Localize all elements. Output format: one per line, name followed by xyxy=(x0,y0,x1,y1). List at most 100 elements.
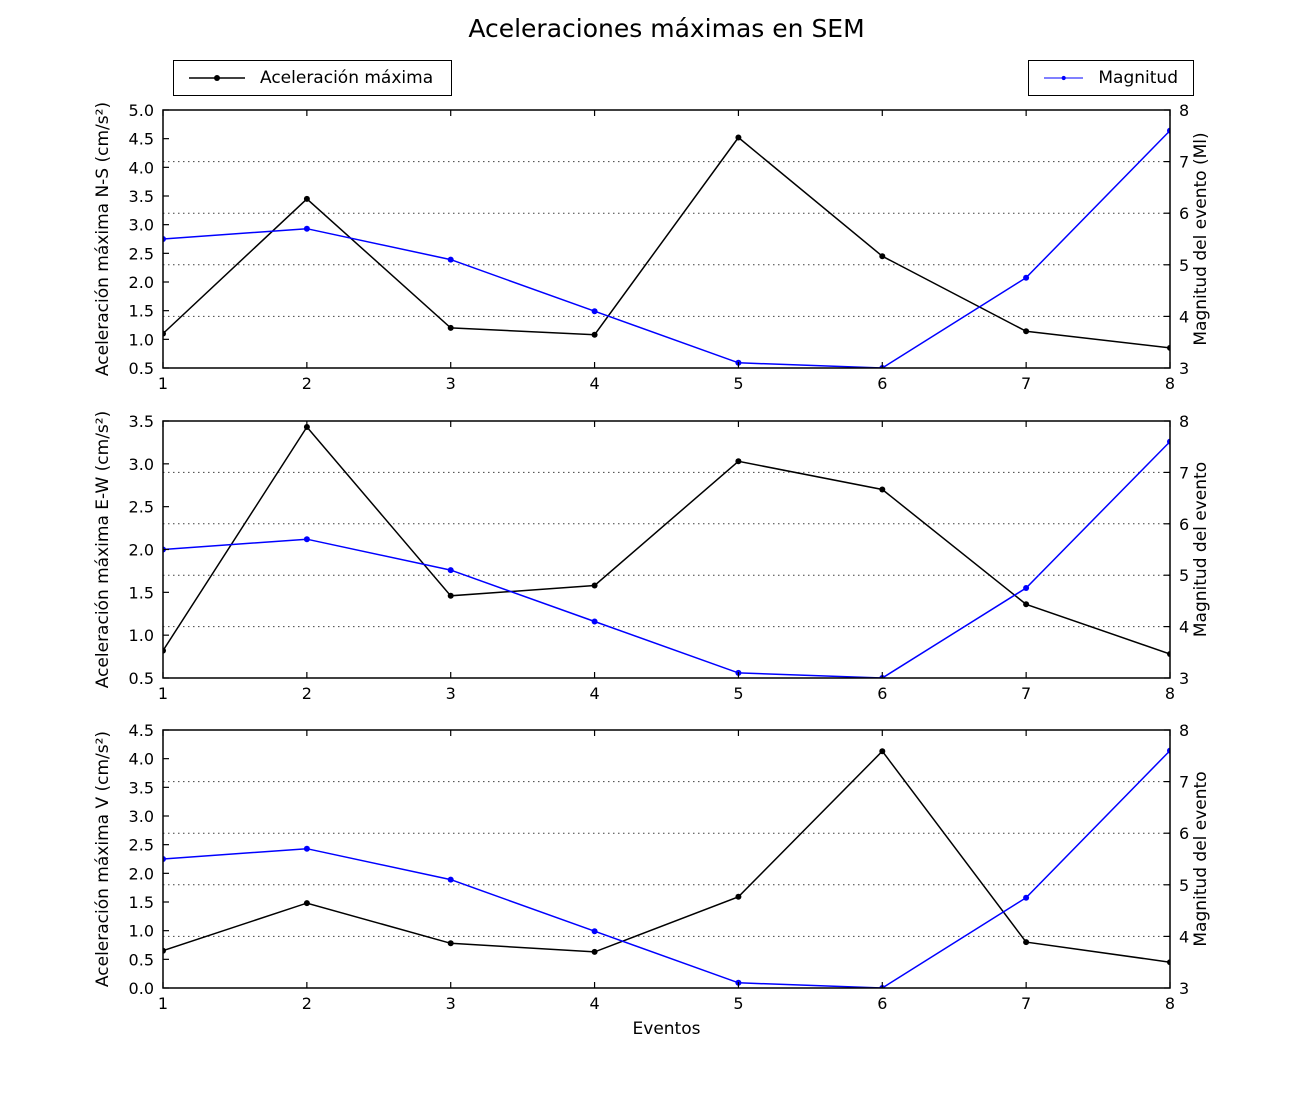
data-point xyxy=(303,225,310,232)
x-tick-label: 1 xyxy=(158,684,168,703)
acceleration-line xyxy=(163,750,1170,963)
acceleration-line xyxy=(163,425,1170,655)
axes-frame xyxy=(162,109,1171,369)
y-tick-label-left: 3.5 xyxy=(129,187,154,206)
y-tick-label-left: 3.0 xyxy=(129,216,154,235)
legend-sample-marker-icon xyxy=(1061,75,1066,81)
legend-magnitud: Magnitud xyxy=(1028,60,1194,96)
x-tick-label: 7 xyxy=(1021,684,1031,703)
y-tick-label-left: 3.0 xyxy=(129,807,154,826)
data-point xyxy=(1023,328,1030,335)
data-point xyxy=(447,940,454,947)
data-point xyxy=(879,486,886,493)
x-tick-label: 2 xyxy=(302,994,312,1013)
x-tick-label: 1 xyxy=(158,994,168,1013)
y-tick-label-right: 8 xyxy=(1179,721,1189,740)
y-tick-label-left: 1.5 xyxy=(129,893,154,912)
y-tick-label-left: 1.0 xyxy=(129,330,154,349)
series-group xyxy=(163,127,1170,368)
data-point xyxy=(447,567,454,574)
series-group xyxy=(163,424,1170,678)
x-tick-label: 3 xyxy=(446,994,456,1013)
data-point xyxy=(591,308,598,315)
x-tick-label: 3 xyxy=(446,684,456,703)
x-tick-label: 6 xyxy=(877,374,887,393)
y-tick-label-right: 8 xyxy=(1179,101,1189,120)
data-point xyxy=(735,458,742,465)
y-tick-label-left: 4.5 xyxy=(129,721,154,740)
x-tick-label: 6 xyxy=(877,684,887,703)
y-tick-label-left: 0.5 xyxy=(129,669,154,688)
data-point xyxy=(1023,939,1030,946)
y-tick-label-left: 4.0 xyxy=(129,158,154,177)
plot-area xyxy=(163,110,1170,368)
y-tick-label-left: 2.5 xyxy=(129,498,154,517)
data-point xyxy=(735,893,742,900)
y-tick-label-left: 1.5 xyxy=(129,302,154,321)
y-tick-label-left: 1.0 xyxy=(129,626,154,645)
legend-sample-marker-icon xyxy=(214,75,220,81)
y-axis-label-right: Magnitud del evento xyxy=(1191,462,1211,637)
y-tick-label-right: 4 xyxy=(1179,618,1189,637)
y-tick-label-right: 6 xyxy=(1179,204,1189,223)
x-tick-label: 3 xyxy=(446,374,456,393)
legend-aceleracion-maxima: Aceleración máxima xyxy=(173,60,452,96)
y-tick-label-left: 2.5 xyxy=(129,836,154,855)
x-axis-label: Eventos xyxy=(633,1019,701,1039)
subplot-3: 0.0 0.5 1.0 1.5 2.0 2.5 3.0 3.5 4.0 4.5 3 4 5 6 7 8 1 2 3 4… xyxy=(93,721,1211,1013)
x-tick-label: 2 xyxy=(302,684,312,703)
data-point xyxy=(303,900,310,907)
x-tick-label: 5 xyxy=(733,374,743,393)
legend-line-sample-blue xyxy=(1044,75,1084,81)
y-tick-label-left: 1.0 xyxy=(129,922,154,941)
data-point xyxy=(591,928,598,935)
y-tick-label-left: 3.5 xyxy=(129,412,154,431)
x-tick-label: 8 xyxy=(1165,374,1175,393)
y-tick-label-left: 3.5 xyxy=(129,778,154,797)
y-tick-label-left: 1.5 xyxy=(129,583,154,602)
y-tick-label-right: 3 xyxy=(1179,979,1189,998)
y-tick-label-right: 7 xyxy=(1179,463,1189,482)
data-point xyxy=(447,592,454,599)
data-point xyxy=(591,331,598,338)
y-tick-label-left: 2.0 xyxy=(129,541,154,560)
y-axis-label-right: Magnitud del evento xyxy=(1191,771,1211,946)
x-tick-label: 8 xyxy=(1165,994,1175,1013)
data-point xyxy=(447,324,454,331)
subplot-1: 0.5 1.0 1.5 2.0 2.5 3.0 3.5 4.0 4.5 5.0 3 4 5 6 7 8 1 2 3 4… xyxy=(93,101,1211,393)
data-point xyxy=(303,195,310,202)
x-tick-label: 5 xyxy=(733,684,743,703)
data-point xyxy=(735,134,742,141)
x-tick-label: 4 xyxy=(589,684,599,703)
x-tick-label: 4 xyxy=(589,374,599,393)
y-tick-label-right: 7 xyxy=(1179,153,1189,172)
data-point xyxy=(879,748,886,755)
y-tick-label-left: 4.0 xyxy=(129,750,154,769)
y-tick-label-right: 7 xyxy=(1179,773,1189,792)
y-axis-label-right: Magnitud del evento (Ml) xyxy=(1191,132,1211,345)
magnitude-line xyxy=(163,441,1170,678)
axes-frame xyxy=(162,729,1171,989)
y-tick-label-left: 0.0 xyxy=(129,979,154,998)
y-tick-label-left: 2.5 xyxy=(129,244,154,263)
x-tick-label: 8 xyxy=(1165,684,1175,703)
x-tick-label: 7 xyxy=(1021,994,1031,1013)
y-tick-label-left: 4.5 xyxy=(129,130,154,149)
data-point xyxy=(879,253,886,260)
y-tick-label-left: 0.5 xyxy=(129,359,154,378)
data-point xyxy=(447,256,454,263)
x-tick-label: 5 xyxy=(733,994,743,1013)
chart-title: Aceleraciones máximas en SEM xyxy=(468,14,865,43)
y-tick-label-right: 3 xyxy=(1179,669,1189,688)
y-tick-label-right: 5 xyxy=(1179,566,1189,585)
y-tick-label-right: 6 xyxy=(1179,824,1189,843)
y-axis-label-left: Aceleración máxima N-S (cm/s²) xyxy=(93,102,113,376)
data-point xyxy=(591,618,598,625)
x-tick-label: 2 xyxy=(302,374,312,393)
y-tick-label-right: 3 xyxy=(1179,359,1189,378)
y-axis-label-left: Aceleración máxima V (cm/s²) xyxy=(93,731,113,987)
legend-line-sample-black xyxy=(189,75,245,81)
legend-label-aceleracion: Aceleración máxima xyxy=(260,68,434,88)
y-tick-label-left: 5.0 xyxy=(129,101,154,120)
